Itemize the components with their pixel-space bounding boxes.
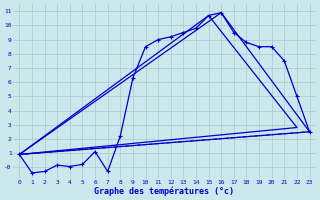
X-axis label: Graphe des températures (°c): Graphe des températures (°c) <box>94 186 235 196</box>
